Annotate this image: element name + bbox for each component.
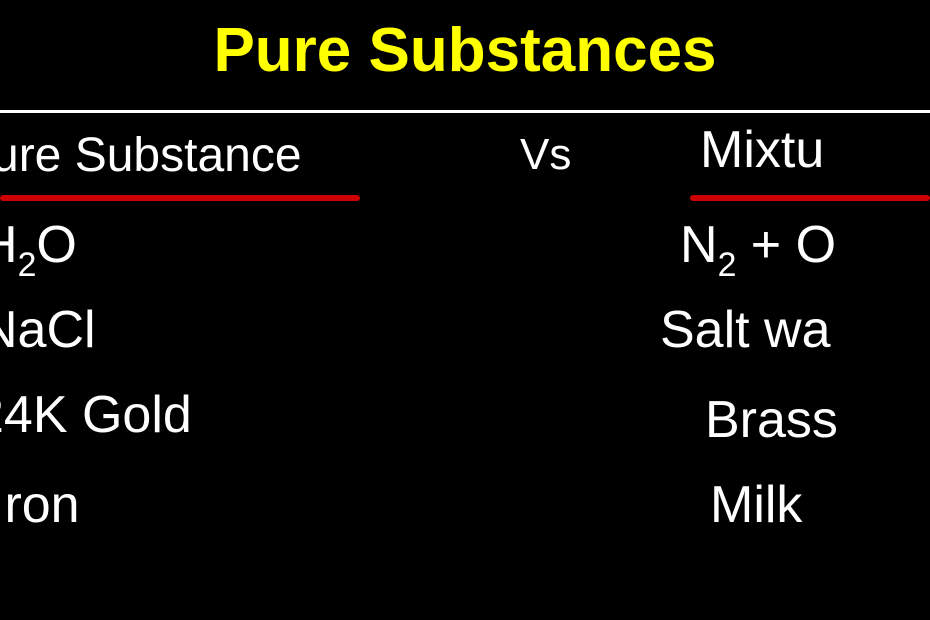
- right-list-item: N2 + O: [680, 215, 836, 282]
- vs-separator: Vs: [520, 130, 571, 180]
- right-list-item: Salt wa: [660, 300, 831, 360]
- right-header-underline: [690, 195, 930, 201]
- left-header-text: ure Substance: [0, 129, 302, 182]
- left-header-underline: [0, 195, 360, 201]
- left-list-item: NaCl: [0, 300, 96, 360]
- left-column-header: ure Substance: [0, 128, 302, 183]
- horizontal-divider: [0, 110, 930, 113]
- right-column-header: Mixtu: [700, 120, 824, 180]
- page-title: Pure Substances: [213, 15, 716, 86]
- right-list-item: Milk: [710, 475, 802, 535]
- title-text: Pure Substances: [213, 16, 716, 85]
- right-header-text: Mixtu: [700, 121, 824, 179]
- left-list-item: H2O: [0, 215, 77, 282]
- left-list-item: 24K Gold: [0, 385, 192, 445]
- right-list-item: Brass: [705, 390, 838, 450]
- vs-text: Vs: [520, 130, 571, 179]
- left-list-item: Iron: [0, 475, 80, 535]
